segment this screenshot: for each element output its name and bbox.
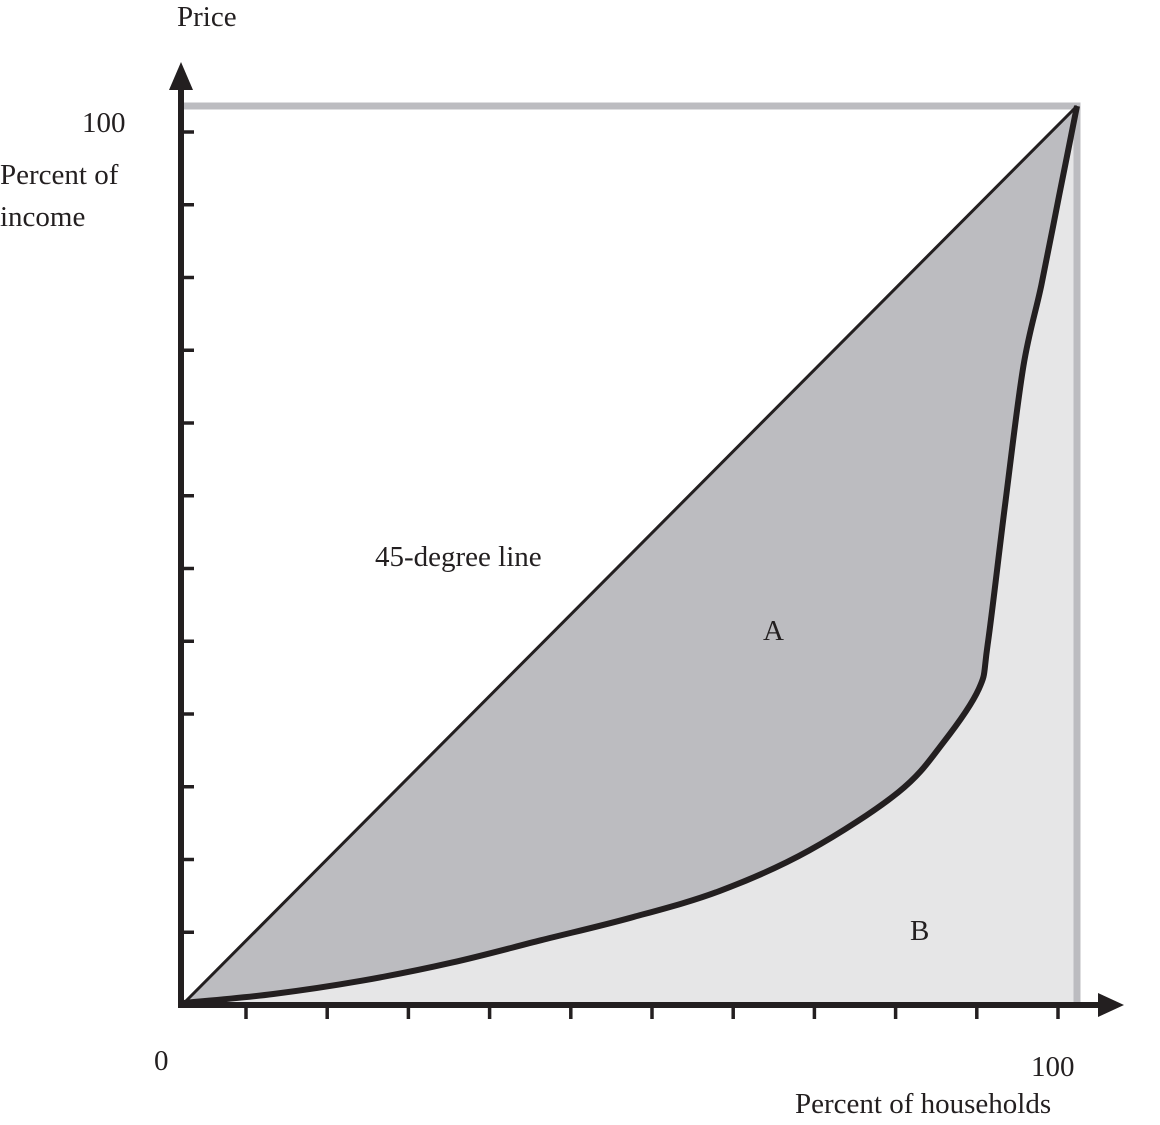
x-axis-max-label: 100	[1031, 1051, 1075, 1083]
lorenz-curve	[183, 105, 1080, 1006]
area-a-label: A	[763, 615, 784, 647]
y-axis-max-label: 100	[82, 107, 126, 139]
area-b-region	[184, 106, 1077, 1003]
y-axis-title: Price	[177, 1, 237, 33]
x-axis-label: Percent of households	[795, 1088, 1052, 1120]
y-axis-arrowhead	[169, 62, 193, 90]
y-axis-label-line-2: income	[0, 201, 86, 233]
45-degree-line-label: 45-degree line	[375, 541, 542, 573]
area-b-label: B	[910, 915, 930, 947]
y-axis-label-line-1: Percent of	[0, 159, 119, 191]
origin-label: 0	[154, 1045, 169, 1077]
45-degree-line	[182, 104, 1079, 1005]
x-axis-arrowhead	[1098, 993, 1124, 1017]
